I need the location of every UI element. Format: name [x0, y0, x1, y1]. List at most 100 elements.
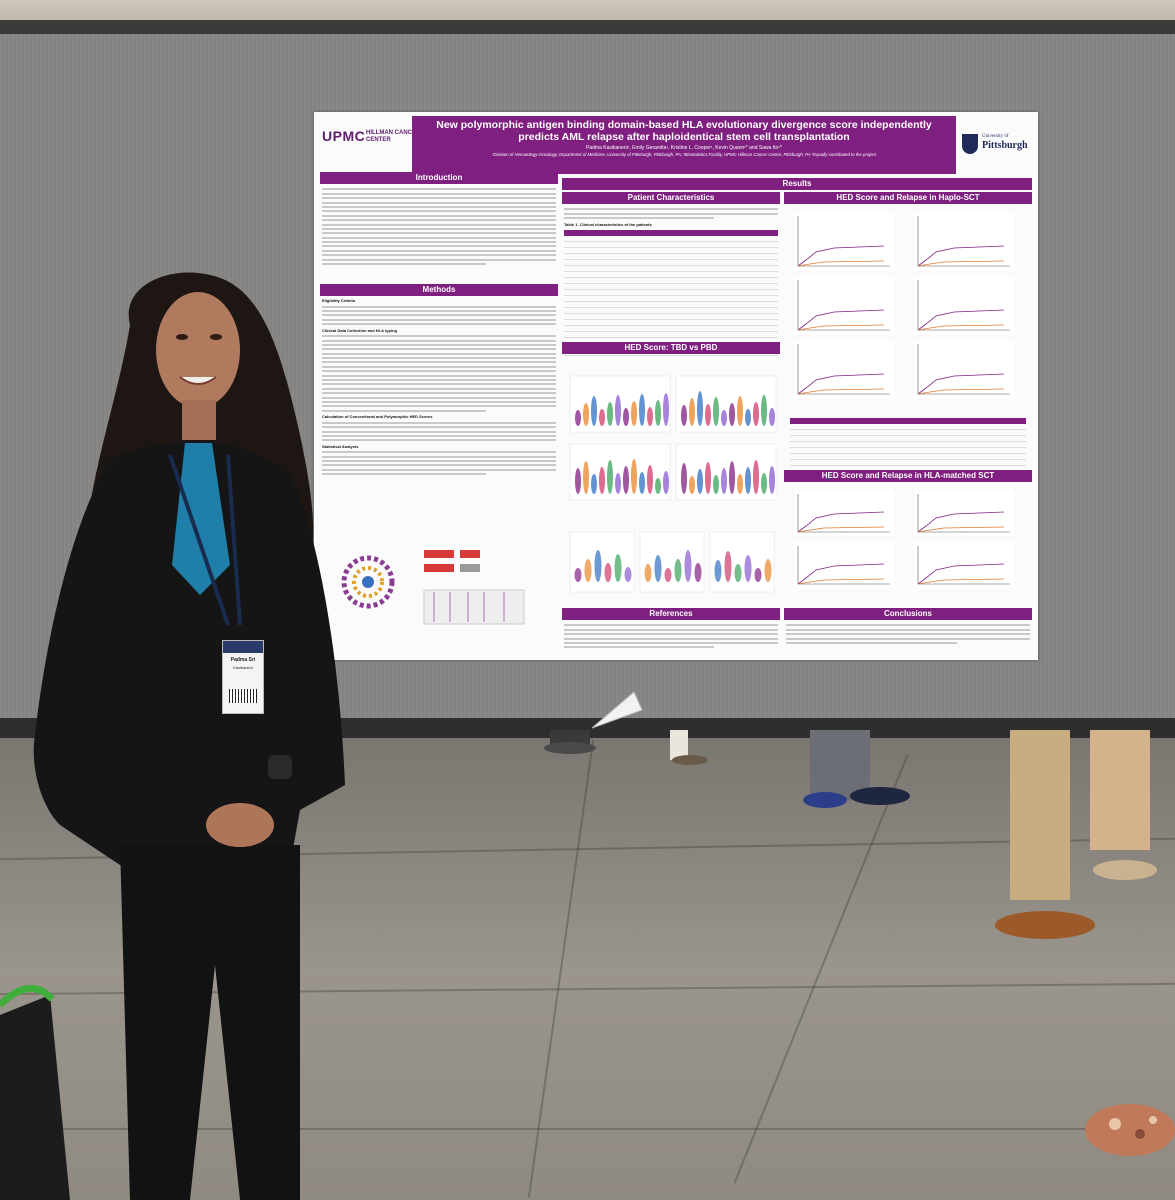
- paper-cone-cup: [592, 691, 643, 729]
- violin-mark: [654, 555, 662, 582]
- section-hed-matched: HED Score and Relapse in HLA-matched SCT: [784, 470, 1032, 482]
- board-top-frame: [0, 20, 1175, 34]
- badge-name: Padma Sri: [230, 657, 256, 663]
- violin-mark: [615, 473, 621, 494]
- tote-bag: [0, 984, 70, 1200]
- violin-mark: [705, 462, 711, 494]
- barcode-icon: [229, 689, 257, 703]
- km-curve-low: [917, 388, 1005, 395]
- violin-mark: [724, 551, 732, 582]
- violin-mark: [754, 568, 762, 582]
- km-curve-high: [917, 309, 1005, 331]
- violin-mark: [753, 402, 759, 426]
- violin-mark: [583, 461, 589, 494]
- violin-mark: [591, 396, 597, 426]
- section-methods: Methods: [320, 284, 558, 296]
- violin-mark: [737, 474, 743, 494]
- methods-text: Eligibility Criteria Clinical Data Colle…: [322, 298, 556, 478]
- km-curve-low: [797, 388, 885, 395]
- km-panel: [914, 490, 1014, 536]
- violin-mark: [624, 567, 632, 582]
- km-curve-high: [917, 245, 1005, 267]
- violin-mark: [599, 467, 605, 494]
- pitt-logo: University of Pittsburgh: [962, 132, 1034, 162]
- km-curve-low: [797, 260, 885, 267]
- patient-characteristics-table: [564, 230, 778, 356]
- violin-mark: [664, 568, 672, 582]
- research-poster: UPMC HILLMAN CANCER CENTER New polymorph…: [314, 112, 1038, 660]
- violin-mark: [647, 465, 653, 494]
- violin-mark: [745, 409, 751, 426]
- km-curve-high: [797, 511, 885, 533]
- violin-mark: [663, 393, 669, 426]
- violin-mark: [697, 469, 703, 494]
- poster-header: UPMC HILLMAN CANCER CENTER New polymorph…: [314, 112, 1038, 178]
- violin-mark: [655, 400, 661, 426]
- molecular-wheel-icon: [341, 555, 395, 609]
- section-results: Results: [562, 178, 1032, 190]
- violin-mark: [644, 564, 652, 582]
- badge-surname: Kasikaneni: [233, 665, 253, 670]
- haplo-km-curves: [794, 212, 1014, 398]
- violin-mark: [713, 397, 719, 426]
- poster-authors: Padma Kasikaneni¹, Emily Geramita¹, Kris…: [586, 145, 782, 151]
- km-panel: [794, 340, 894, 398]
- violin-mark: [705, 404, 711, 426]
- km-panel: [794, 490, 894, 536]
- km-curve-high: [917, 511, 1005, 533]
- violin-mark: [734, 564, 742, 582]
- km-curve-low: [917, 578, 1005, 585]
- section-conclusions: Conclusions: [784, 608, 1032, 620]
- km-panel: [914, 212, 1014, 270]
- violin-mark: [663, 471, 669, 494]
- violin-mark: [761, 395, 767, 426]
- km-curve-high: [917, 373, 1005, 395]
- violin-mark: [744, 555, 752, 582]
- floral-bag: [1085, 1104, 1175, 1156]
- violin-mark: [681, 463, 687, 494]
- violin-mark: [631, 459, 637, 494]
- violin-mark: [583, 403, 589, 426]
- conclusions-text: [786, 622, 1030, 646]
- km-curve-high: [917, 563, 1005, 585]
- violin-mark: [721, 410, 727, 426]
- section-patient-characteristics: Patient Characteristics: [562, 192, 780, 204]
- km-curve-high: [797, 563, 885, 585]
- violin-mark: [631, 401, 637, 426]
- violin-mark: [764, 559, 772, 582]
- km-panel: [794, 212, 894, 270]
- violin-mark: [655, 478, 661, 494]
- violin-mark: [623, 466, 629, 494]
- violin-mark: [697, 391, 703, 426]
- violin-mark: [599, 409, 605, 426]
- matched-km-curves: [794, 490, 1014, 588]
- violin-mark: [729, 403, 735, 426]
- name-badge: Padma Sri Kasikaneni: [222, 640, 264, 714]
- section-hed-tbd-vs-pbd: HED Score: TBD vs PBD: [562, 342, 780, 354]
- km-curve-low: [917, 260, 1005, 267]
- violin-mark: [689, 398, 695, 426]
- violin-mark: [575, 410, 581, 426]
- violin-mark: [689, 476, 695, 494]
- km-curve-high: [797, 245, 885, 267]
- section-hed-haplo: HED Score and Relapse in Haplo-SCT: [784, 192, 1032, 204]
- km-panel: [914, 542, 1014, 588]
- km-curve-low: [797, 526, 885, 533]
- presenter-person: [33, 272, 345, 1200]
- upmc-logo: UPMC HILLMAN CANCER CENTER: [322, 128, 421, 144]
- violin-mark: [714, 560, 722, 582]
- violin-mark: [684, 550, 692, 582]
- violin-mark: [594, 550, 602, 582]
- violin-mark: [604, 563, 612, 582]
- patient-characteristics-text: Table 1. Clinical characteristics of the…: [564, 206, 778, 227]
- violin-mark: [607, 402, 613, 426]
- violin-mark: [769, 408, 775, 426]
- km-panel: [914, 276, 1014, 334]
- poster-title-banner: New polymorphic antigen binding domain-b…: [412, 116, 956, 174]
- km-curve-low: [797, 324, 885, 331]
- multivariate-table: [790, 418, 1026, 472]
- km-panel: [794, 276, 894, 334]
- violin-mark: [769, 466, 775, 494]
- violin-mark: [607, 460, 613, 494]
- violin-mark: [639, 394, 645, 426]
